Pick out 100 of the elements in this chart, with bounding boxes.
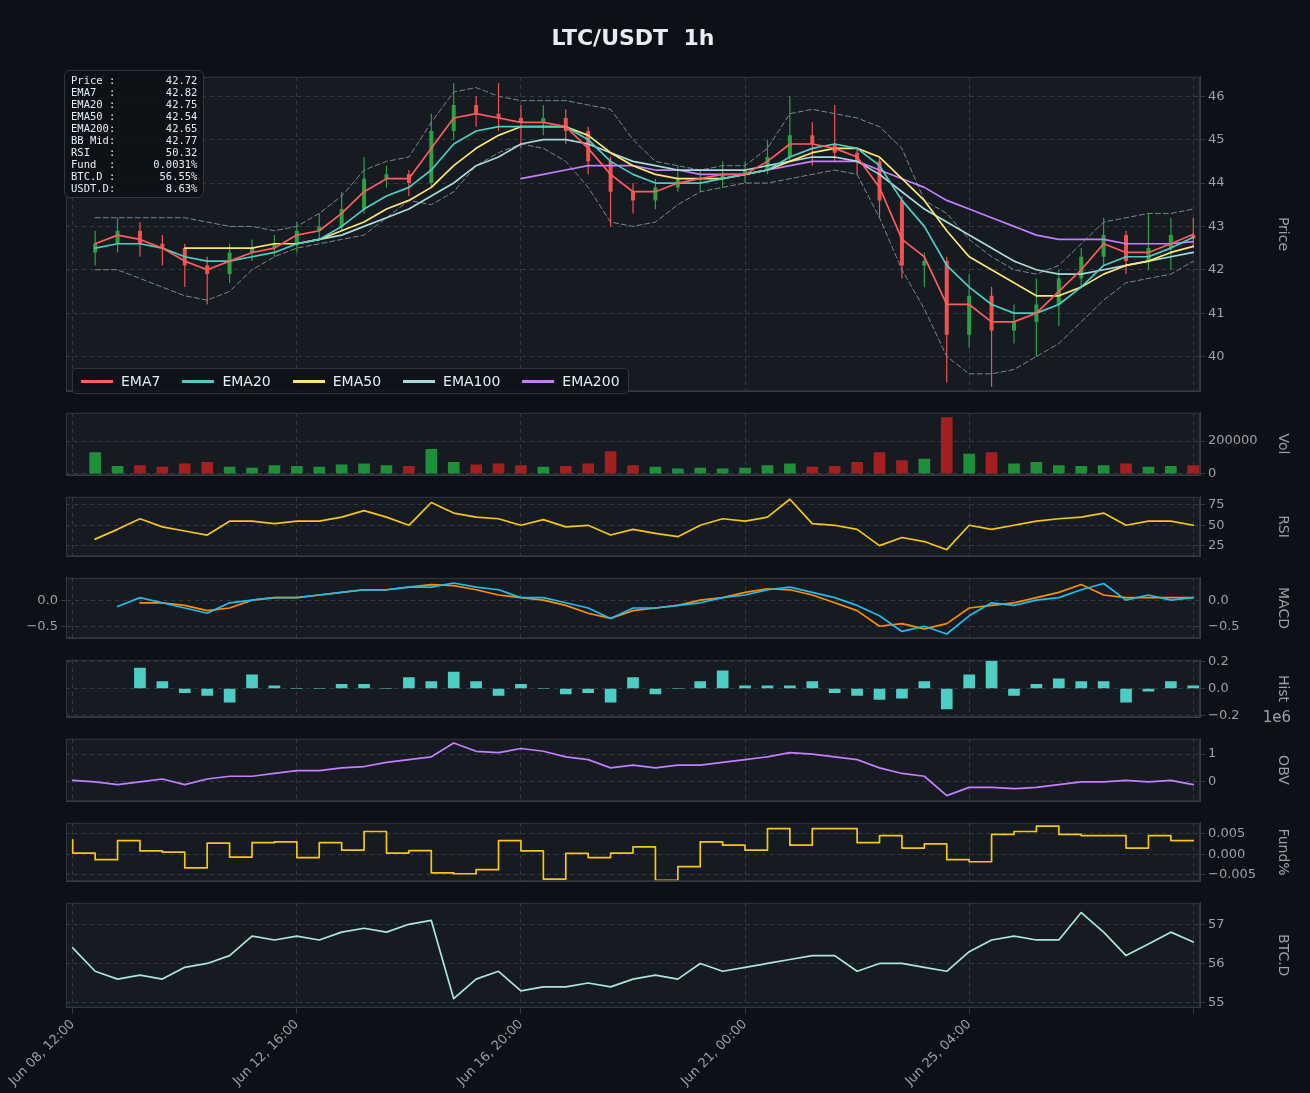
bar (1052, 465, 1065, 474)
y-tick-label: 42 (1208, 261, 1225, 277)
annotation: EMA50 : 42.54 (71, 110, 198, 122)
bar (559, 466, 572, 474)
candlestick (922, 251, 927, 288)
y-tick-label: 50 (1208, 516, 1225, 532)
candlestick (227, 243, 232, 284)
bar (223, 466, 236, 474)
bar (537, 466, 550, 474)
bar (604, 451, 617, 474)
y-tick-label: 43 (1208, 217, 1225, 233)
bar (716, 670, 729, 689)
bar (1142, 688, 1155, 692)
bar (134, 465, 146, 474)
bar (694, 681, 707, 689)
bar (582, 463, 595, 474)
bar (470, 464, 482, 474)
bar (515, 684, 527, 689)
bar (985, 660, 998, 689)
y-tick-label: 0.000 (1208, 845, 1246, 861)
bar (1120, 688, 1132, 703)
y-tick-label: 200000 (1208, 432, 1258, 448)
bar (985, 452, 998, 474)
bar (201, 461, 214, 474)
bar (156, 681, 169, 689)
legend-label: EMA20 (222, 373, 271, 389)
y-axis-title: Price (1275, 216, 1292, 252)
bar (918, 681, 931, 689)
bar (671, 468, 684, 474)
legend-label: EMA7 (121, 373, 161, 389)
annotation: EMA7 : 42.82 (71, 86, 198, 98)
bar (111, 466, 124, 474)
y-axis-title: Hist (1275, 674, 1292, 703)
candlestick (384, 165, 389, 188)
bar (1030, 461, 1043, 474)
bar (963, 674, 975, 689)
bar (313, 466, 326, 474)
bar (1142, 466, 1155, 474)
y-axis-title: RSI (1275, 515, 1292, 538)
bar (201, 688, 214, 696)
y-tick-label: 55 (1208, 993, 1225, 1009)
candlestick (810, 121, 815, 167)
bar (761, 685, 774, 689)
candlestick (1034, 277, 1039, 358)
annotation: RSI : 50.32 (71, 146, 198, 158)
candlestick (474, 95, 479, 128)
bar (1187, 685, 1200, 689)
bar (627, 465, 639, 474)
legend-label: EMA100 (443, 373, 501, 389)
bar (1008, 463, 1020, 474)
bar (918, 458, 931, 474)
y-tick-label: 0 (1208, 773, 1217, 789)
bar (873, 452, 886, 474)
bar (559, 688, 572, 695)
bar (246, 674, 258, 689)
bar (268, 465, 281, 474)
bar (1097, 681, 1110, 689)
y-tick-label: 0.2 (1208, 652, 1229, 668)
annotation: USDT.D: 8.63% (71, 182, 198, 194)
bar (1075, 466, 1088, 474)
bar (291, 466, 303, 474)
bar (335, 464, 348, 474)
bar (828, 688, 841, 693)
bar (380, 465, 393, 474)
y-tick-label: −0.005 (1208, 866, 1257, 882)
y-tick-label: 0.0 (1208, 679, 1229, 695)
bar (447, 671, 460, 689)
annotation: Price : 42.72 (71, 74, 198, 86)
y-axis-title: Vol (1275, 433, 1292, 455)
bar (246, 467, 258, 474)
bar (716, 468, 729, 474)
legend-label: EMA200 (562, 373, 620, 389)
annotation: EMA200: 42.65 (71, 122, 198, 134)
bar (1008, 688, 1020, 696)
y-tick-label: −0.2 (1208, 707, 1240, 723)
bar (873, 688, 886, 700)
bar (761, 465, 774, 474)
bar (1165, 466, 1177, 474)
y-tick-label: 41 (1208, 304, 1225, 320)
bar (470, 681, 482, 689)
bar (515, 465, 527, 474)
chart-title: LTC/USDT 1h (550, 23, 716, 52)
y-tick-label: 1 (1208, 745, 1217, 761)
bar (1052, 678, 1065, 689)
y-tick-label: 46 (1208, 87, 1225, 103)
bar (425, 681, 438, 689)
bar (694, 467, 707, 474)
bar (1097, 465, 1110, 474)
bar (447, 461, 460, 474)
bar (940, 688, 953, 710)
bar (806, 681, 819, 689)
bar (134, 667, 146, 689)
bar (1075, 681, 1088, 689)
bar (963, 453, 975, 474)
bar (268, 685, 281, 689)
bar (739, 685, 751, 689)
legend-label: EMA50 (332, 373, 382, 389)
bar (156, 466, 169, 474)
y-tick-label: 25 (1208, 537, 1225, 552)
bar (403, 677, 415, 689)
